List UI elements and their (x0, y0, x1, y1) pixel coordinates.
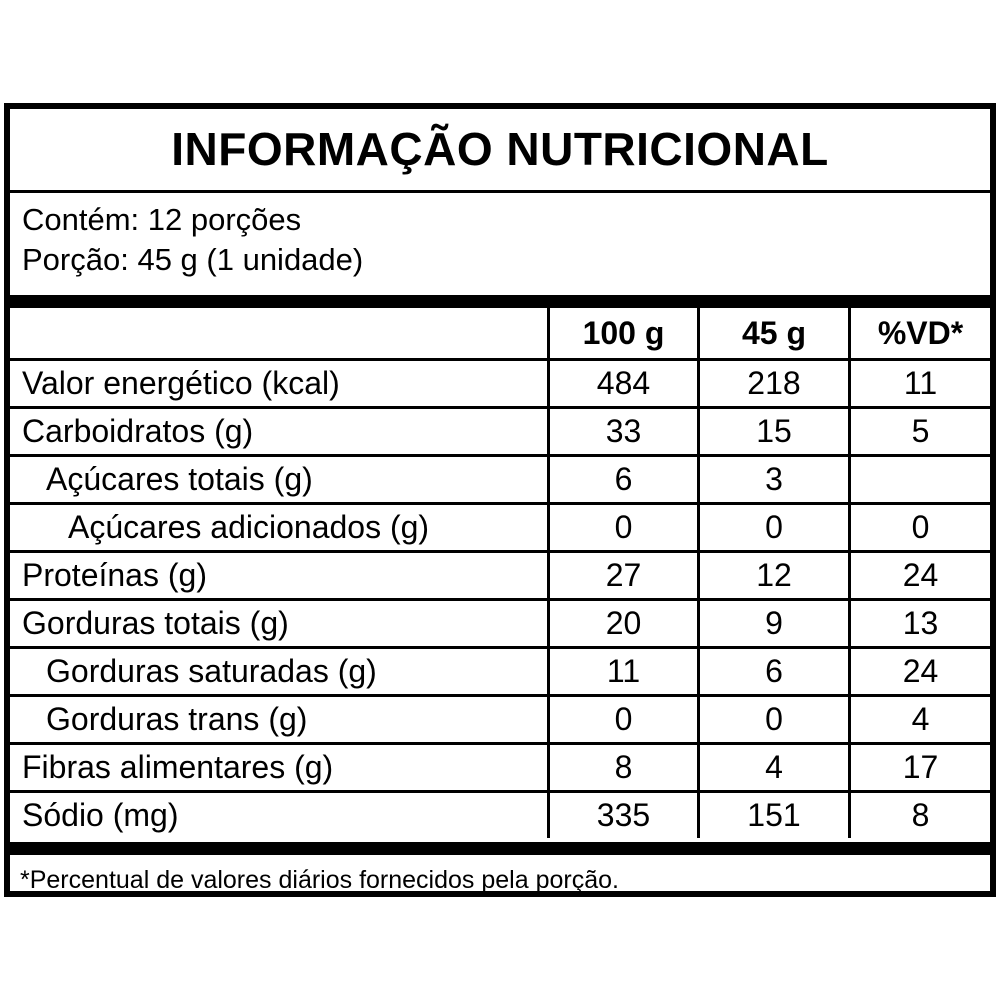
nutrition-table: 100 g 45 g %VD* Valor energético (kcal) … (10, 308, 990, 838)
value-per-serving: 9 (697, 601, 848, 646)
table-row-sodio: Sódio (mg) 335 151 8 (10, 790, 990, 838)
label-frame: INFORMAÇÃO NUTRICIONAL Contém: 12 porçõe… (4, 103, 996, 897)
nutrient-name: Proteínas (g) (22, 557, 207, 593)
value-percent-vd: 4 (848, 697, 990, 742)
nutrient-name: Açúcares adicionados (g) (68, 509, 430, 545)
value-per-serving: 15 (697, 409, 848, 454)
value-percent-vd: 0 (848, 505, 990, 550)
section-divider-bottom (10, 842, 990, 855)
portion-size-line: Porção: 45 g (1 unidade) (22, 242, 364, 277)
nutrient-name: Sódio (mg) (22, 797, 179, 833)
daily-values-footnote: *Percentual de valores diários fornecido… (20, 866, 619, 894)
value-per-100g: 335 (547, 793, 697, 838)
value-per-100g: 0 (547, 505, 697, 550)
value-per-serving: 6 (697, 649, 848, 694)
nutrient-name: Gorduras saturadas (g) (46, 653, 377, 689)
value-per-serving: 0 (697, 697, 848, 742)
label-title: INFORMAÇÃO NUTRICIONAL (171, 123, 829, 175)
table-row-acucares-totais: Açúcares totais (g) 6 3 (10, 454, 990, 502)
header-nutrient-spacer (10, 308, 547, 358)
table-row-acucares-adicionados: Açúcares adicionados (g) 0 0 0 (10, 502, 990, 550)
nutrient-name: Gorduras totais (g) (22, 605, 289, 641)
value-per-100g: 33 (547, 409, 697, 454)
nutrient-name: Açúcares totais (g) (46, 461, 313, 497)
value-per-serving: 4 (697, 745, 848, 790)
value-per-100g: 11 (547, 649, 697, 694)
value-percent-vd: 13 (848, 601, 990, 646)
value-per-100g: 6 (547, 457, 697, 502)
value-percent-vd: 24 (848, 649, 990, 694)
value-per-serving: 151 (697, 793, 848, 838)
value-percent-vd: 17 (848, 745, 990, 790)
section-divider-top (10, 295, 990, 308)
value-per-100g: 20 (547, 601, 697, 646)
table-row-gorduras-saturadas: Gorduras saturadas (g) 11 6 24 (10, 646, 990, 694)
nutrient-name: Fibras alimentares (g) (22, 749, 334, 785)
table-row-fibras-alimentares: Fibras alimentares (g) 8 4 17 (10, 742, 990, 790)
nutrient-name: Valor energético (kcal) (22, 365, 340, 401)
value-percent-vd: 24 (848, 553, 990, 598)
table-row-gorduras-totais: Gorduras totais (g) 20 9 13 (10, 598, 990, 646)
value-per-100g: 27 (547, 553, 697, 598)
nutrient-name: Gorduras trans (g) (46, 701, 308, 737)
table-row-carboidratos: Carboidratos (g) 33 15 5 (10, 406, 990, 454)
servings-count-line: Contém: 12 porções (22, 202, 302, 237)
value-per-serving: 218 (697, 361, 848, 406)
title-divider-rule (10, 190, 990, 193)
header-col-45g: 45 g (697, 308, 848, 358)
table-row-gorduras-trans: Gorduras trans (g) 0 0 4 (10, 694, 990, 742)
table-row-proteinas: Proteínas (g) 27 12 24 (10, 550, 990, 598)
value-per-100g: 0 (547, 697, 697, 742)
value-percent-vd: 5 (848, 409, 990, 454)
value-per-100g: 8 (547, 745, 697, 790)
value-per-serving: 3 (697, 457, 848, 502)
header-col-100g: 100 g (547, 308, 697, 358)
value-percent-vd: 8 (848, 793, 990, 838)
table-header-row: 100 g 45 g %VD* (10, 308, 990, 358)
value-per-100g: 484 (547, 361, 697, 406)
value-percent-vd (848, 457, 990, 502)
table-row-valor-energetico: Valor energético (kcal) 484 218 11 (10, 358, 990, 406)
header-col-vd: %VD* (848, 308, 990, 358)
nutrient-name: Carboidratos (g) (22, 413, 254, 449)
value-per-serving: 0 (697, 505, 848, 550)
value-per-serving: 12 (697, 553, 848, 598)
value-percent-vd: 11 (848, 361, 990, 406)
